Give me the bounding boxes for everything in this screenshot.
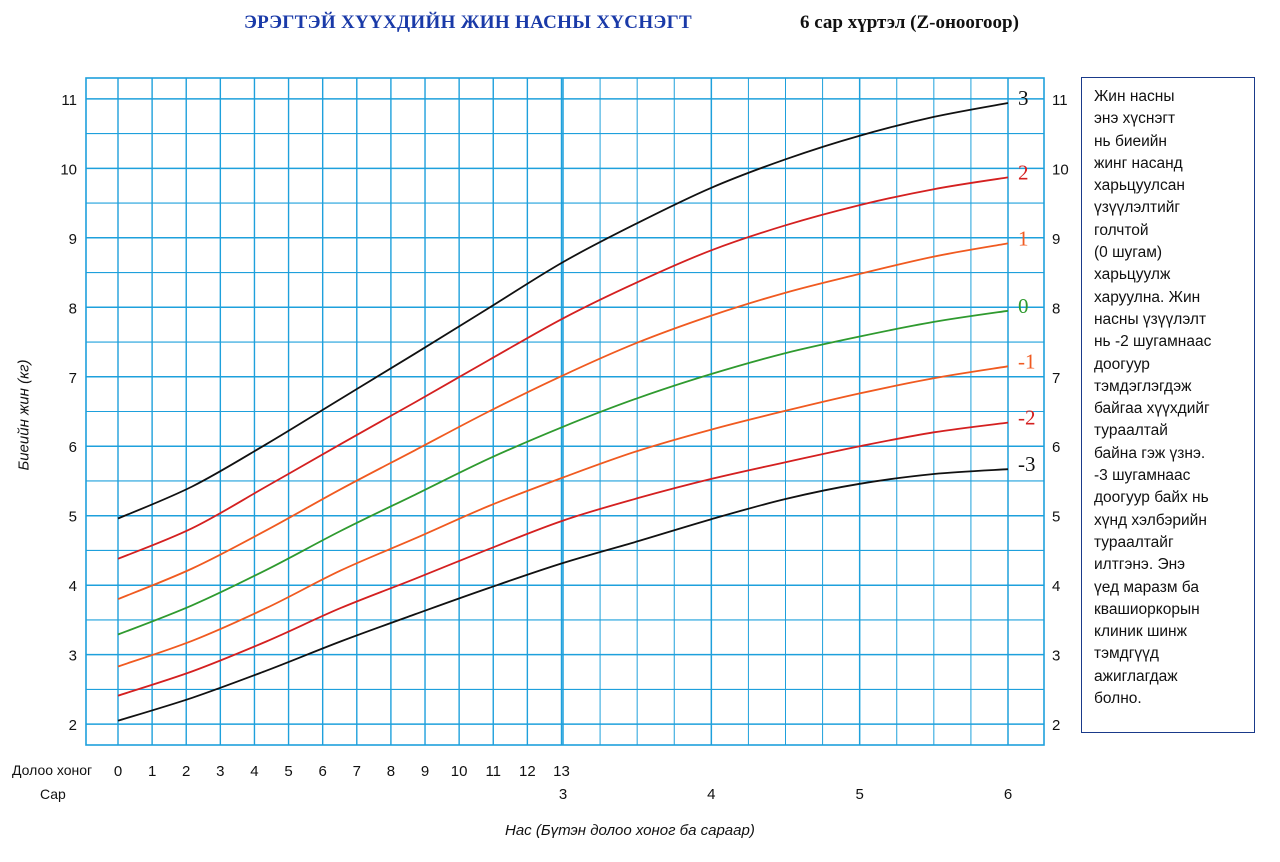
x-axis-title: Нас (Бүтэн долоо хоног ба сараар): [505, 822, 755, 839]
y-tick-label-left: 10: [60, 161, 77, 178]
series-label: 1: [1018, 226, 1029, 250]
series-lines: [117, 102, 1009, 722]
growth-chart: 0 1 2 3 4 5 6 7 8 9 10 11 12 133 4 5 62 23 34 45 56 67 78 89 910…: [60, 77, 1069, 803]
x-week-tick-label: 4: [250, 763, 258, 780]
y-tick-label-left: 2: [69, 717, 77, 734]
y-tick-label-left: 8: [69, 300, 77, 317]
x-week-tick-label: 5: [284, 763, 292, 780]
x-month-tick-label: 3: [559, 786, 567, 803]
x-month-tick-label: 5: [855, 786, 863, 803]
series-line--1: [117, 365, 1009, 668]
y-tick-label-right: 11: [1052, 92, 1068, 109]
x-week-tick-label: 1: [148, 763, 156, 780]
y-tick-label-left: 9: [69, 231, 77, 248]
x-week-tick-label: 3: [216, 763, 224, 780]
grid: [85, 77, 1045, 746]
series-line--3: [117, 468, 1009, 722]
chart-subtitle: 6 сар хүртэл (Z-оноогоор): [800, 12, 1019, 33]
x-month-tick-label: 4: [707, 786, 715, 803]
y-axis-title: Биеийн жин (кг): [15, 359, 33, 471]
info-box: Жин насны энэ хүснэгт нь биеийн жинг нас…: [1081, 77, 1255, 733]
y-tick-label-right: 3: [1052, 648, 1060, 665]
series-label: -2: [1018, 406, 1036, 430]
series-line-1: [117, 242, 1009, 600]
series-line-3: [117, 102, 1009, 520]
y-tick-label-right: 6: [1052, 439, 1060, 456]
y-tick-label-right: 8: [1052, 300, 1060, 317]
series-label: -3: [1018, 452, 1036, 476]
y-tick-label-left: 11: [61, 92, 77, 109]
x-week-tick-label: 8: [387, 763, 395, 780]
series-label: -1: [1018, 349, 1036, 373]
y-tick-label-right: 9: [1052, 231, 1060, 248]
y-tick-label-right: 4: [1052, 578, 1060, 595]
y-tick-label-left: 6: [69, 439, 77, 456]
series-line--2: [117, 421, 1009, 697]
series-label: 0: [1018, 294, 1029, 318]
y-tick-label-left: 4: [69, 578, 77, 595]
y-tick-label-left: 3: [69, 648, 77, 665]
x-week-tick-label: 9: [421, 763, 429, 780]
x-week-tick-label: 6: [319, 763, 327, 780]
y-tick-label-right: 2: [1052, 717, 1060, 734]
tick-labels: 0 1 2 3 4 5 6 7 8 9 10 11 12 133 4 5 62 23 34 45 56 67 78 89 910…: [60, 92, 1068, 803]
x-week-tick-label: 2: [182, 763, 190, 780]
series-label: 3: [1018, 86, 1029, 110]
x-week-tick-label: 12: [519, 763, 536, 780]
x-month-tick-label: 6: [1004, 786, 1012, 803]
chart-title: ЭРЭГТЭЙ ХҮҮХДИЙН ЖИН НАСНЫ ХҮСНЭГТ: [244, 12, 692, 33]
y-tick-label-left: 5: [69, 509, 77, 526]
y-tick-label-right: 7: [1052, 370, 1060, 387]
y-tick-label-right: 5: [1052, 509, 1060, 526]
x-week-tick-label: 11: [485, 763, 501, 780]
y-tick-label-left: 7: [69, 370, 77, 387]
x-week-tick-label: 0: [114, 763, 122, 780]
x-week-tick-label: 10: [451, 763, 468, 780]
week-axis-label: Долоо хоног: [12, 762, 93, 778]
series-label: 2: [1018, 160, 1029, 184]
series-line-0: [117, 309, 1009, 636]
month-axis-label: Сар: [40, 786, 66, 802]
x-week-tick-label: 13: [553, 763, 570, 780]
series-labels: 3 2 1 0 -1 -2 -3: [1018, 86, 1036, 476]
y-tick-label-right: 10: [1052, 161, 1069, 178]
x-week-tick-label: 7: [353, 763, 361, 780]
title-row: ЭРЭГТЭЙ ХҮҮХДИЙН ЖИН НАСНЫ ХҮСНЭГТ 6 сар…: [0, 12, 1280, 42]
series-line-2: [117, 176, 1009, 560]
